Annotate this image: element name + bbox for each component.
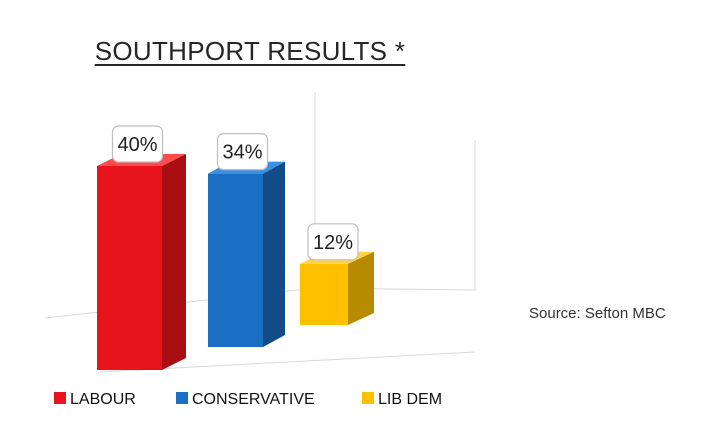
bar-front-conservative <box>208 173 263 347</box>
legend-swatch <box>362 392 374 404</box>
data-label-labour: 40% <box>111 125 164 163</box>
legend-label: CONSERVATIVE <box>192 391 315 408</box>
bar-side-conservative <box>263 161 285 347</box>
legend-label: LABOUR <box>70 391 136 408</box>
data-label-conservative: 34% <box>216 133 269 171</box>
bar-side-labour <box>162 154 186 370</box>
data-labels-group: 40% 34% 12% <box>111 125 359 261</box>
data-label-box <box>111 125 164 163</box>
data-label-text: 12% <box>313 232 353 254</box>
legend-swatch <box>54 392 66 404</box>
bar-front-labour <box>97 166 162 370</box>
data-label-box <box>307 223 359 261</box>
data-label-lib-dem: 12% <box>307 223 359 261</box>
legend-label: LIB DEM <box>378 391 442 408</box>
source-note: Source: Sefton MBC <box>529 305 666 322</box>
bar-lib-dem <box>300 251 374 325</box>
data-label-text: 40% <box>117 134 157 156</box>
legend-item-lib-dem: LIB DEM <box>362 391 442 408</box>
bars-group <box>97 154 374 370</box>
data-label-text: 34% <box>222 142 262 164</box>
data-label-box <box>216 133 269 171</box>
chart-title: SOUTHPORT RESULTS * <box>94 36 406 66</box>
legend: LABOUR CONSERVATIVE LIB DEM <box>54 391 442 408</box>
legend-swatch <box>176 392 188 404</box>
bar-side-lib-dem <box>348 251 374 325</box>
bar-labour <box>97 154 186 370</box>
legend-item-labour: LABOUR <box>54 391 136 408</box>
legend-item-conservative: CONSERVATIVE <box>176 391 315 408</box>
bar-front-lib-dem <box>300 263 348 325</box>
bar-conservative <box>208 161 285 347</box>
